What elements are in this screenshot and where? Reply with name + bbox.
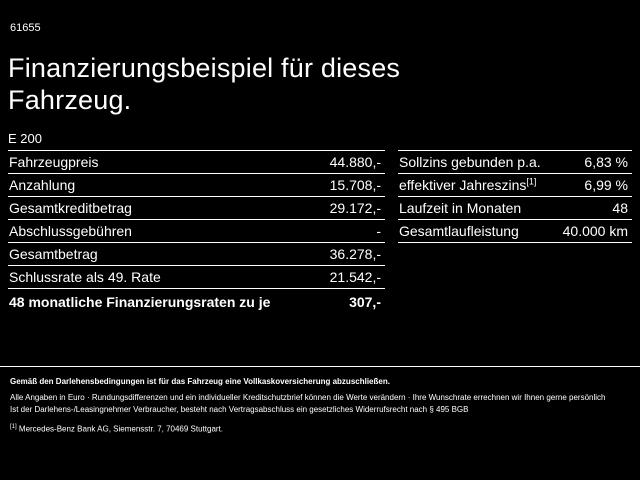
table-row: Schlussrate als 49. Rate 21.542,- (8, 266, 385, 289)
row-label: effektiver Jahreszins[1] (398, 177, 536, 193)
table-row: Gesamtlaufleistung 40.000 km (398, 220, 632, 243)
row-value: 6,99 % (584, 177, 628, 193)
table-row: Gesamtkreditbetrag 29.172,- (8, 197, 385, 220)
footnote-ref: [1] (10, 424, 17, 430)
euro-rounding-note: Alle Angaben in Euro · Rundungsdifferenz… (10, 393, 606, 402)
row-label: Fahrzeugpreis (9, 154, 99, 170)
row-value: 21.542,- (329, 269, 381, 285)
table-row: Laufzeit in Monaten 48 (398, 197, 632, 220)
row-value: 29.172,- (329, 200, 381, 216)
table-row: Gesamtbetrag 36.278,- (8, 243, 385, 266)
page-title: Finanzierungsbeispiel für dieses Fahrzeu… (8, 53, 401, 115)
row-value: 6,83 % (584, 154, 628, 170)
row-label: 48 monatliche Finanzierungsraten zu je (9, 294, 271, 310)
row-value: 44.880,- (329, 154, 381, 170)
bank-address-note: [1] Mercedes-Benz Bank AG, Siemensstr. 7… (10, 422, 634, 435)
page-id: 61655 (10, 22, 41, 34)
row-label: Abschlussgebühren (9, 223, 132, 239)
row-value: 48 (612, 200, 628, 216)
row-label-text: effektiver Jahreszins (399, 177, 527, 193)
insurance-note: Gemäß den Darlehensbedingungen ist für d… (10, 377, 390, 386)
table-row: Fahrzeugpreis 44.880,- (8, 151, 385, 174)
row-label: Anzahlung (9, 177, 76, 193)
footnote-ref: [1] (526, 176, 537, 187)
row-value: - (376, 223, 381, 239)
table-row: Sollzins gebunden p.a. 6,83 % (398, 151, 632, 174)
financing-table: Fahrzeugpreis 44.880,- Anzahlung 15.708,… (8, 150, 385, 315)
row-label: Gesamtbetrag (9, 246, 98, 262)
conditions-table: Sollzins gebunden p.a. 6,83 % effektiver… (398, 150, 632, 243)
row-value: 36.278,- (329, 246, 381, 262)
row-label: Gesamtkreditbetrag (9, 200, 132, 216)
row-label: Schlussrate als 49. Rate (9, 269, 161, 285)
row-label: Gesamtlaufleistung (399, 223, 519, 239)
table-row: Abschlussgebühren - (8, 220, 385, 243)
table-row: Anzahlung 15.708,- (8, 174, 385, 197)
row-label: Sollzins gebunden p.a. (399, 154, 541, 170)
row-label: Laufzeit in Monaten (399, 200, 522, 216)
row-value: 307,- (349, 294, 381, 310)
vehicle-model: E 200 (8, 131, 42, 146)
withdrawal-right-note: Ist der Darlehens-/Leasingnehmer Verbrau… (10, 405, 469, 414)
row-value: 40.000 km (562, 223, 628, 239)
row-value: 15.708,- (329, 177, 381, 193)
table-row: effektiver Jahreszins[1] 6,99 % (398, 174, 632, 197)
table-row-monthly-rate: 48 monatliche Finanzierungsraten zu je 3… (8, 289, 385, 315)
bank-address-text: Mercedes-Benz Bank AG, Siemensstr. 7, 70… (18, 424, 224, 434)
legal-footer: Gemäß den Darlehensbedingungen ist für d… (10, 376, 634, 435)
footer-divider (0, 366, 640, 367)
